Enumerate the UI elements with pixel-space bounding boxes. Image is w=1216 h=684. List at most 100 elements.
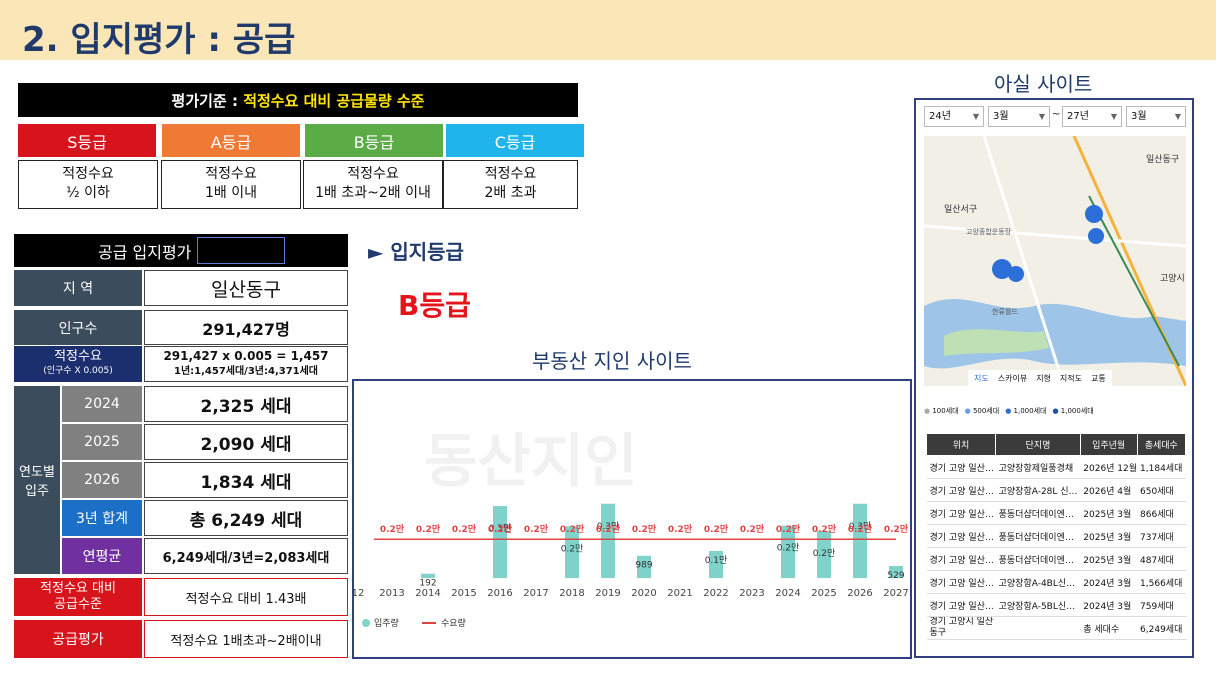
total-label: 3년 합계 xyxy=(62,500,142,536)
x-tick-label: 2025 xyxy=(811,588,836,599)
level-value: 적정수요 대비 1.43배 xyxy=(144,578,348,616)
table-row[interactable]: 경기 고양 일산… 풍동더샵더데이엔… 2025년 3월 737세대 xyxy=(926,524,1186,548)
table-cell: 2024년 3월 xyxy=(1080,593,1138,617)
level-label: 적정수요 대비 공급수준 xyxy=(14,578,142,616)
x-tick-label: 2026 xyxy=(847,588,872,599)
table-cell: 2026년 4월 xyxy=(1080,478,1138,502)
table-cell: 759세대 xyxy=(1137,593,1186,617)
pop-value: 291,427명 xyxy=(144,310,348,345)
chart-bar xyxy=(601,503,615,578)
tab-traffic[interactable]: 교통 xyxy=(1091,374,1106,383)
table-cell: 2025년 3월 xyxy=(1080,501,1138,525)
x-tick-label: 2013 xyxy=(379,588,404,599)
total-label: 총 세대수 xyxy=(1080,616,1138,640)
end-year-select[interactable]: 27년 ▼ xyxy=(1062,106,1122,127)
line-data-label: 0.2만 xyxy=(560,523,585,535)
table-cell: 풍동더샵더데이엔… xyxy=(995,501,1081,525)
table-cell: 2025년 3월 xyxy=(1080,524,1138,548)
table-cell: 2024년 3월 xyxy=(1080,570,1138,594)
x-tick-label: 2027 xyxy=(883,588,908,599)
legend-label: 입주량 xyxy=(374,617,399,629)
criteria-bar: 평가기준 : 적정수요 대비 공급물량 수준 xyxy=(18,83,578,117)
grade-s-header: S등급 xyxy=(18,124,156,157)
x-tick-label: 2014 xyxy=(415,588,440,599)
chart-bar xyxy=(889,566,903,578)
chart-bar xyxy=(853,503,867,578)
table-cell: 737세대 xyxy=(1137,524,1186,548)
col-location[interactable]: 위치 xyxy=(925,433,997,456)
start-year-select[interactable]: 24년 ▼ xyxy=(924,106,984,127)
region-label: 지 역 xyxy=(14,270,142,306)
grade-a-desc: 적정수요 1배 이내 xyxy=(161,160,301,209)
table-row[interactable]: 경기 고양 일산… 고양장항A-5BL신… 2024년 3월 759세대 xyxy=(926,593,1186,617)
bar-data-label: 0.2만 xyxy=(561,543,584,554)
col-complex[interactable]: 단지명 xyxy=(995,433,1081,456)
year-2026-value: 1,834 세대 xyxy=(144,462,348,498)
total-value: 총 6,249 세대 xyxy=(144,500,348,536)
table-row[interactable]: 경기 고양 일산… 고양장항A-28L 신… 2026년 4월 650세대 xyxy=(926,478,1186,502)
table-cell: 경기 고양 일산… xyxy=(926,547,996,571)
x-tick-label: 2015 xyxy=(451,588,476,599)
x-tick-label: 2021 xyxy=(667,588,692,599)
map-pin-icon xyxy=(1088,228,1104,244)
eval-label: 공급평가 xyxy=(14,620,142,658)
chart-bar xyxy=(421,573,435,578)
chart-bar xyxy=(637,555,651,578)
region-value: 일산동구 xyxy=(144,270,348,306)
tab-skyview[interactable]: 스카이뷰 xyxy=(997,374,1028,383)
table-cell: 경기 고양 일산… xyxy=(926,570,996,594)
table-cell: 고양장항A-28L 신… xyxy=(995,478,1081,502)
bar-data-label: 0.3만 xyxy=(489,523,512,534)
line-data-label: 0.2만 xyxy=(632,523,657,535)
range-tilde: ~ xyxy=(1052,109,1061,120)
tab-cadastral[interactable]: 지적도 xyxy=(1059,374,1083,383)
table-row[interactable]: 경기 고양 일산… 풍동더샵더데이엔… 2025년 3월 866세대 xyxy=(926,501,1186,525)
header-banner xyxy=(0,0,1216,60)
map-label: 고양종합운동장 xyxy=(966,227,1012,236)
year-2026-label: 2026 xyxy=(62,462,142,498)
start-month-select[interactable]: 3월 ▼ xyxy=(988,106,1050,127)
col-date[interactable]: 입주년월 xyxy=(1079,433,1138,456)
tab-map[interactable]: 지도 xyxy=(974,374,989,383)
bar-data-label: 0.2만 xyxy=(777,543,800,554)
map-tabs[interactable]: 지도 스카이뷰 지형 지적도 교통 xyxy=(968,370,1112,387)
grade-b-desc: 적정수요 1배 초과~2배 이내 xyxy=(303,160,443,209)
tab-terrain[interactable]: 지형 xyxy=(1036,374,1051,383)
table-cell: 풍동더샵더데이엔… xyxy=(995,524,1081,548)
location-grade-value: B등급 xyxy=(398,289,471,322)
legend-item: ● 100세대 xyxy=(924,407,959,415)
eval-value: 적정수요 1배초과~2배이내 xyxy=(144,620,348,658)
map-pin-icon xyxy=(1085,205,1103,223)
line-data-label: 0.2만 xyxy=(380,523,405,535)
bar-data-label: 529 xyxy=(887,571,904,581)
table-row[interactable]: 경기 고양 일산… 풍동더샵더데이엔… 2025년 3월 487세대 xyxy=(926,547,1186,571)
demand-label: 적정수요 (인구수 X 0.005) xyxy=(14,346,142,382)
line-data-label: 0.2만 xyxy=(812,523,837,535)
map-pin-icon xyxy=(992,259,1012,279)
legend-bar-marker xyxy=(362,619,370,627)
end-month-select[interactable]: 3월 ▼ xyxy=(1126,106,1186,127)
table-cell: 고양장항A-5BL신… xyxy=(995,593,1081,617)
table-row[interactable]: 경기 고양 일산… 고양장항제일풍경채 2026년 12월 1,184세대 xyxy=(926,455,1186,479)
chart-caption: 부동산 지인 사이트 xyxy=(532,349,692,373)
avg-value: 6,249세대/3년=2,083세대 xyxy=(144,538,348,574)
table-cell: 487세대 xyxy=(1137,547,1186,571)
table-row[interactable]: 경기 고양 일산… 고양장항A-4BL신… 2024년 3월 1,566세대 xyxy=(926,570,1186,594)
site-caption: 아실 사이트 xyxy=(994,72,1093,96)
line-data-label: 0.2만 xyxy=(848,523,873,535)
panel-title: 공급 입지평가 xyxy=(14,234,348,267)
chevron-down-icon: ▼ xyxy=(1038,112,1045,121)
chevron-down-icon: ▼ xyxy=(972,112,979,121)
x-tick-label: 2017 xyxy=(523,588,548,599)
bar-data-label: 989 xyxy=(635,561,652,571)
col-units[interactable]: 총세대수 xyxy=(1136,433,1187,456)
legend-item: ● 500세대 xyxy=(964,407,1000,415)
year-2024-label: 2024 xyxy=(62,386,142,422)
table-cell: 2026년 12월 xyxy=(1080,455,1138,479)
table-cell: 풍동더샵더데이엔… xyxy=(995,547,1081,571)
grade-s-desc: 적정수요 ½ 이하 xyxy=(18,160,158,209)
map[interactable]: 일산동구 일산서구 고양시 고양종합운동장 한류월드 xyxy=(924,136,1186,386)
map-pin-icon xyxy=(1008,266,1024,282)
x-tick-label: 12 xyxy=(354,588,364,599)
